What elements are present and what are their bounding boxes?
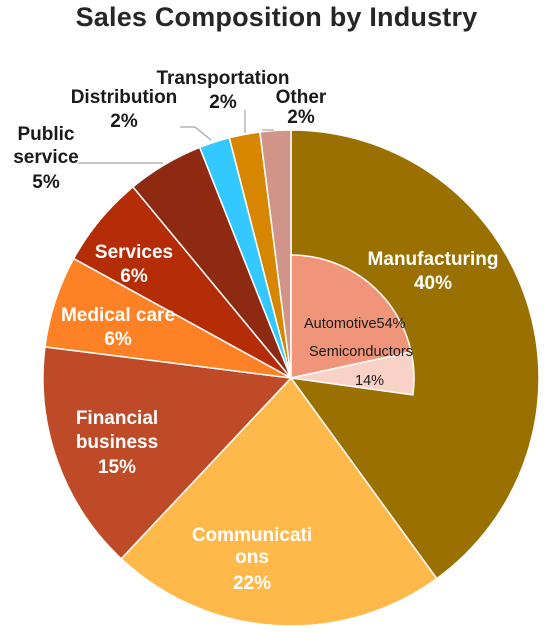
label-medical-care: Medical care <box>61 305 175 326</box>
label-public-line2: service <box>13 147 79 168</box>
label-financial-line1: Financial <box>76 408 158 429</box>
label-distribution: Distribution <box>71 87 178 108</box>
sub-slice-semiconductors <box>290 351 415 396</box>
slice-financial-business <box>42 346 293 560</box>
label-communications-line2: ons <box>235 547 269 568</box>
value-medical-care: 6% <box>104 329 132 350</box>
value-financial-business: 15% <box>98 457 136 478</box>
label-public-line1: Public <box>17 124 74 145</box>
leader-line-distribution <box>180 126 212 141</box>
value-distribution: 2% <box>110 111 138 132</box>
label-transportation: Transportation <box>156 68 289 89</box>
value-communications: 22% <box>233 573 271 594</box>
label-financial-line2: business <box>76 432 158 453</box>
label-manufacturing: Manufacturing <box>368 249 499 270</box>
value-manufacturing: 40% <box>414 273 452 294</box>
value-services: 6% <box>120 266 148 287</box>
sub-slice-automotive <box>290 254 413 379</box>
value-other: 2% <box>287 107 315 128</box>
label-automotive: Automotive54% <box>304 316 406 332</box>
slice-other <box>259 129 292 379</box>
slice-communications <box>120 376 438 627</box>
value-semiconductors: 14% <box>355 373 384 389</box>
label-communications-line1: Communicati <box>192 525 312 546</box>
value-public-service: 5% <box>32 172 60 193</box>
chart-title: Sales Composition by Industry <box>75 2 478 32</box>
label-other: Other <box>276 87 327 108</box>
label-services: Services <box>95 242 173 263</box>
slice-manufacturing <box>290 129 540 580</box>
label-semiconductors: Semiconductors <box>309 344 413 360</box>
value-transportation: 2% <box>209 92 237 113</box>
